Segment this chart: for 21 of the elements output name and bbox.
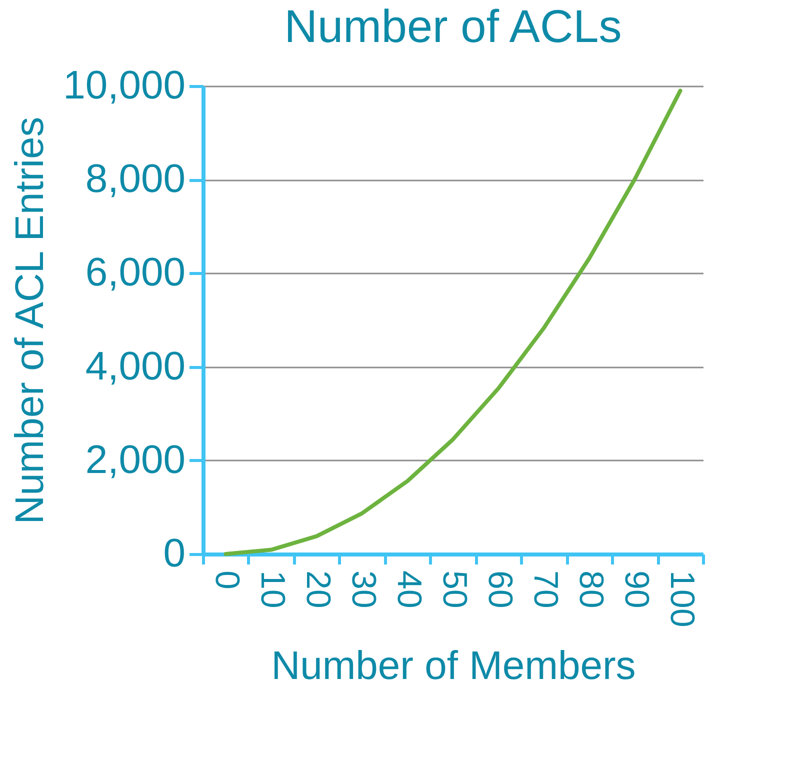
x-tick-label: 80	[572, 570, 610, 608]
y-tick-label: 6,000	[85, 250, 186, 295]
y-tick-label: 4,000	[85, 344, 186, 388]
y-tick-label: 8,000	[85, 157, 186, 202]
x-tick-label: 100	[662, 570, 701, 628]
x-tick-label: 60	[480, 570, 519, 608]
y-tick-label: 10,000	[63, 64, 186, 108]
x-tick-label: 0	[208, 570, 246, 590]
x-tick-label: 20	[299, 570, 338, 608]
line-series	[224, 88, 682, 556]
y-tick-label: 0	[163, 532, 186, 576]
x-tick-label: 10	[254, 570, 292, 608]
x-tick-label: 40	[390, 570, 428, 608]
chart-title: Number of ACLs	[284, 0, 622, 52]
x-tick-label: 30	[344, 570, 383, 608]
x-axis-title: Number of Members	[271, 644, 636, 688]
y-tick-label: 2,000	[85, 438, 186, 482]
x-tick-label: 50	[436, 570, 474, 608]
x-tick-label: 90	[617, 570, 656, 608]
x-tick-label: 70	[526, 570, 564, 608]
y-axis-title: Number of ACL Entries	[8, 116, 52, 524]
